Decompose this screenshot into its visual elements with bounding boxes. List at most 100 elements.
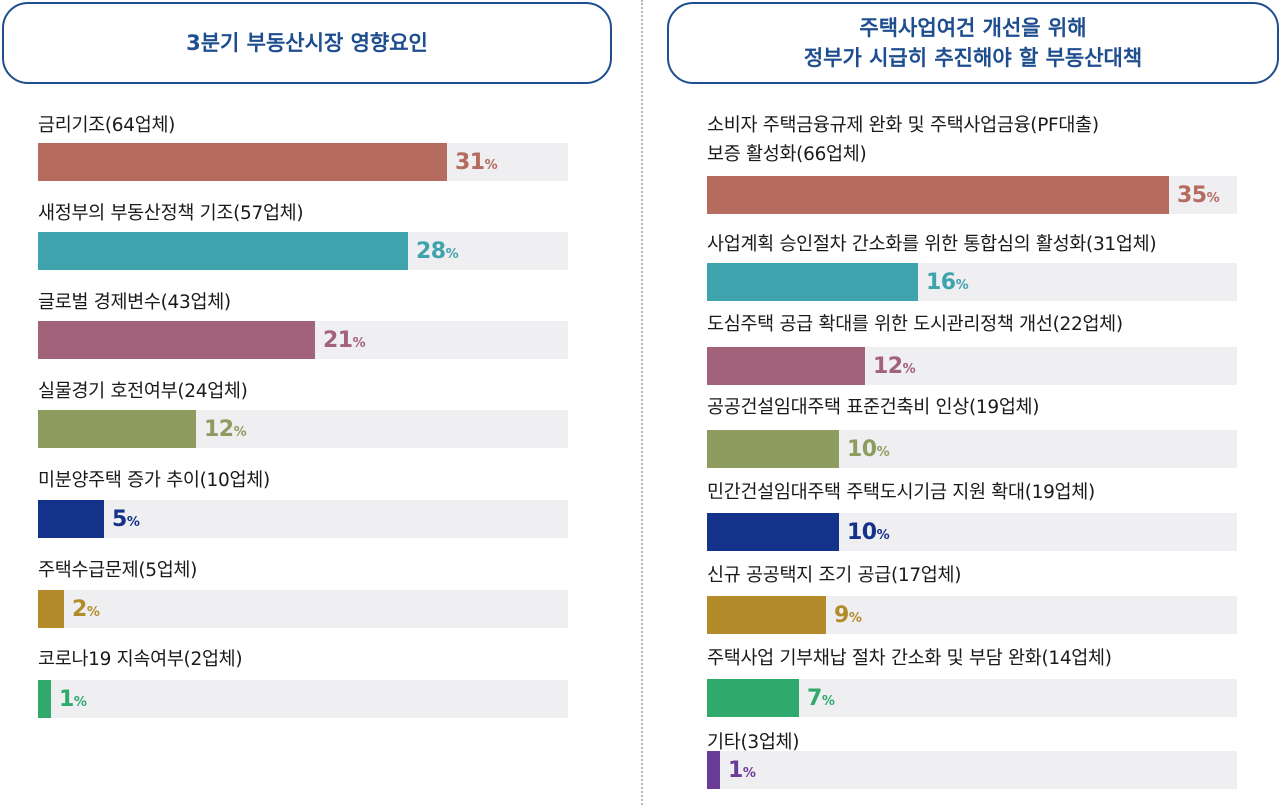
bar xyxy=(707,513,839,551)
bar xyxy=(707,176,1169,214)
bar xyxy=(38,143,447,181)
bar xyxy=(38,590,64,628)
right-panel-title-line2: 정부가 시급히 추진해야 할 부동산대책 xyxy=(803,46,1143,70)
bar-category-label-line: 주택사업 기부채납 절차 간소화 및 부담 완화(14업체) xyxy=(707,648,1112,669)
bar-value-unit: % xyxy=(821,694,835,709)
bar-value-unit: % xyxy=(848,611,862,626)
bar-category-label-line: 공공건설임대주택 표준건축비 인상(19업체) xyxy=(707,397,1040,418)
bar-category-label-line: 새정부의 부동산정책 기조(57업체) xyxy=(38,203,304,224)
bar-value-number: 10 xyxy=(847,520,877,545)
bar-value-unit: % xyxy=(484,158,498,173)
bar-value-unit: % xyxy=(126,515,140,530)
bar-track: 5% xyxy=(38,500,568,538)
bar-value-unit: % xyxy=(445,247,459,262)
bar-category-label: 글로벌 경제변수(43업체) xyxy=(38,288,231,317)
bar-value-number: 9 xyxy=(834,603,849,628)
right-panel-title-line1: 주택사업여건 개선을 위해 xyxy=(859,16,1087,40)
bar-track: 12% xyxy=(707,347,1237,385)
bar-track: 21% xyxy=(38,321,568,359)
bar-value-number: 12 xyxy=(873,354,903,379)
bar-category-label: 주택수급문제(5업체) xyxy=(38,556,197,585)
bar-category-label: 공공건설임대주택 표준건축비 인상(19업체) xyxy=(707,393,1039,422)
bar xyxy=(38,500,104,538)
bar xyxy=(707,347,865,385)
bar-track: 31% xyxy=(38,143,568,181)
bar-value-label: 28% xyxy=(416,232,459,270)
bar-track: 16% xyxy=(707,263,1237,301)
bar-value-unit: % xyxy=(742,766,756,781)
bar xyxy=(707,679,799,717)
bar-value-label: 5% xyxy=(112,500,140,538)
bar-value-label: 10% xyxy=(847,513,890,551)
bar-category-label: 실물경기 호전여부(24업체) xyxy=(38,377,248,406)
bar-category-label-line: 금리기조(64업체) xyxy=(38,115,176,136)
bar-category-label: 사업계획 승인절차 간소화를 위한 통합심의 활성화(31업체) xyxy=(707,230,1157,259)
bar-category-label: 주택사업 기부채납 절차 간소화 및 부담 완화(14업체) xyxy=(707,644,1112,673)
bar-track: 10% xyxy=(707,513,1237,551)
bar-value-unit: % xyxy=(352,336,366,351)
bar-value-number: 28 xyxy=(416,239,446,264)
bar xyxy=(38,410,196,448)
bar-track: 1% xyxy=(38,680,568,718)
bar xyxy=(707,596,826,634)
bar-track: 28% xyxy=(38,232,568,270)
bar-value-label: 7% xyxy=(807,679,835,717)
bar-value-number: 2 xyxy=(72,597,87,622)
bar-value-unit: % xyxy=(86,605,100,620)
bar-value-label: 2% xyxy=(72,590,100,628)
right-panel-header: 주택사업여건 개선을 위해 정부가 시급히 추진해야 할 부동산대책 xyxy=(667,2,1279,84)
bar-category-label-line: 소비자 주택금융규제 완화 및 주택사업금융(PF대출) xyxy=(707,115,1099,136)
bar xyxy=(38,680,51,718)
bar-category-label-line: 글로벌 경제변수(43업체) xyxy=(38,292,231,313)
bar-value-unit: % xyxy=(955,278,969,293)
bar-category-label: 소비자 주택금융규제 완화 및 주택사업금융(PF대출) 보증 활성화(66업체) xyxy=(707,111,1099,169)
bar-value-number: 7 xyxy=(807,686,822,711)
bar-category-label: 민간건설임대주택 주택도시기금 지원 확대(19업체) xyxy=(707,478,1095,507)
bar-value-number: 1 xyxy=(728,758,743,783)
bar xyxy=(38,232,408,270)
bar-value-number: 1 xyxy=(59,687,74,712)
bar-category-label-line: 기타(3업체) xyxy=(707,732,800,753)
bar-value-unit: % xyxy=(233,425,247,440)
left-panel-header: 3분기 부동산시장 영향요인 xyxy=(2,2,612,84)
bar-value-label: 31% xyxy=(455,143,498,181)
bar-category-label: 새정부의 부동산정책 기조(57업체) xyxy=(38,199,304,228)
bar xyxy=(707,430,839,468)
bar-value-label: 1% xyxy=(728,751,756,789)
bar-track: 1% xyxy=(707,751,1237,789)
bar-value-label: 12% xyxy=(873,347,916,385)
bar-track: 12% xyxy=(38,410,568,448)
bar xyxy=(707,751,720,789)
bar-category-label-line: 신규 공공택지 조기 공급(17업체) xyxy=(707,565,962,586)
bar xyxy=(38,321,315,359)
bar-category-label: 금리기조(64업체) xyxy=(38,111,175,140)
bar-value-label: 16% xyxy=(926,263,969,301)
bar-value-number: 12 xyxy=(204,417,234,442)
bar-category-label: 도심주택 공급 확대를 위한 도시관리정책 개선(22업체) xyxy=(707,310,1123,339)
bar-category-label: 기타(3업체) xyxy=(707,728,799,757)
bar-category-label-line: 도심주택 공급 확대를 위한 도시관리정책 개선(22업체) xyxy=(707,314,1123,335)
bar-value-label: 35% xyxy=(1177,176,1220,214)
bar-value-number: 21 xyxy=(323,328,353,353)
bar-value-number: 35 xyxy=(1177,183,1207,208)
bar-value-label: 9% xyxy=(834,596,862,634)
bar-value-number: 5 xyxy=(112,507,127,532)
bar-track: 35% xyxy=(707,176,1237,214)
bar-category-label-line: 미분양주택 증가 추이(10업체) xyxy=(38,470,270,491)
bar-value-number: 16 xyxy=(926,270,956,295)
bar-category-label-line: 보증 활성화(66업체) xyxy=(707,144,867,165)
left-panel-title: 3분기 부동산시장 영향요인 xyxy=(186,31,428,55)
bar-value-label: 10% xyxy=(847,430,890,468)
bar-track: 9% xyxy=(707,596,1237,634)
bar-value-label: 1% xyxy=(59,680,87,718)
bar-value-unit: % xyxy=(73,695,87,710)
bar-value-unit: % xyxy=(876,528,890,543)
bar xyxy=(707,263,918,301)
bar-value-unit: % xyxy=(1206,191,1220,206)
bar-category-label: 신규 공공택지 조기 공급(17업체) xyxy=(707,561,961,590)
bar-category-label-line: 민간건설임대주택 주택도시기금 지원 확대(19업체) xyxy=(707,482,1095,503)
bar-value-number: 31 xyxy=(455,150,485,175)
panel-divider xyxy=(641,0,643,805)
bar-track: 7% xyxy=(707,679,1237,717)
bar-category-label-line: 실물경기 호전여부(24업체) xyxy=(38,381,248,402)
